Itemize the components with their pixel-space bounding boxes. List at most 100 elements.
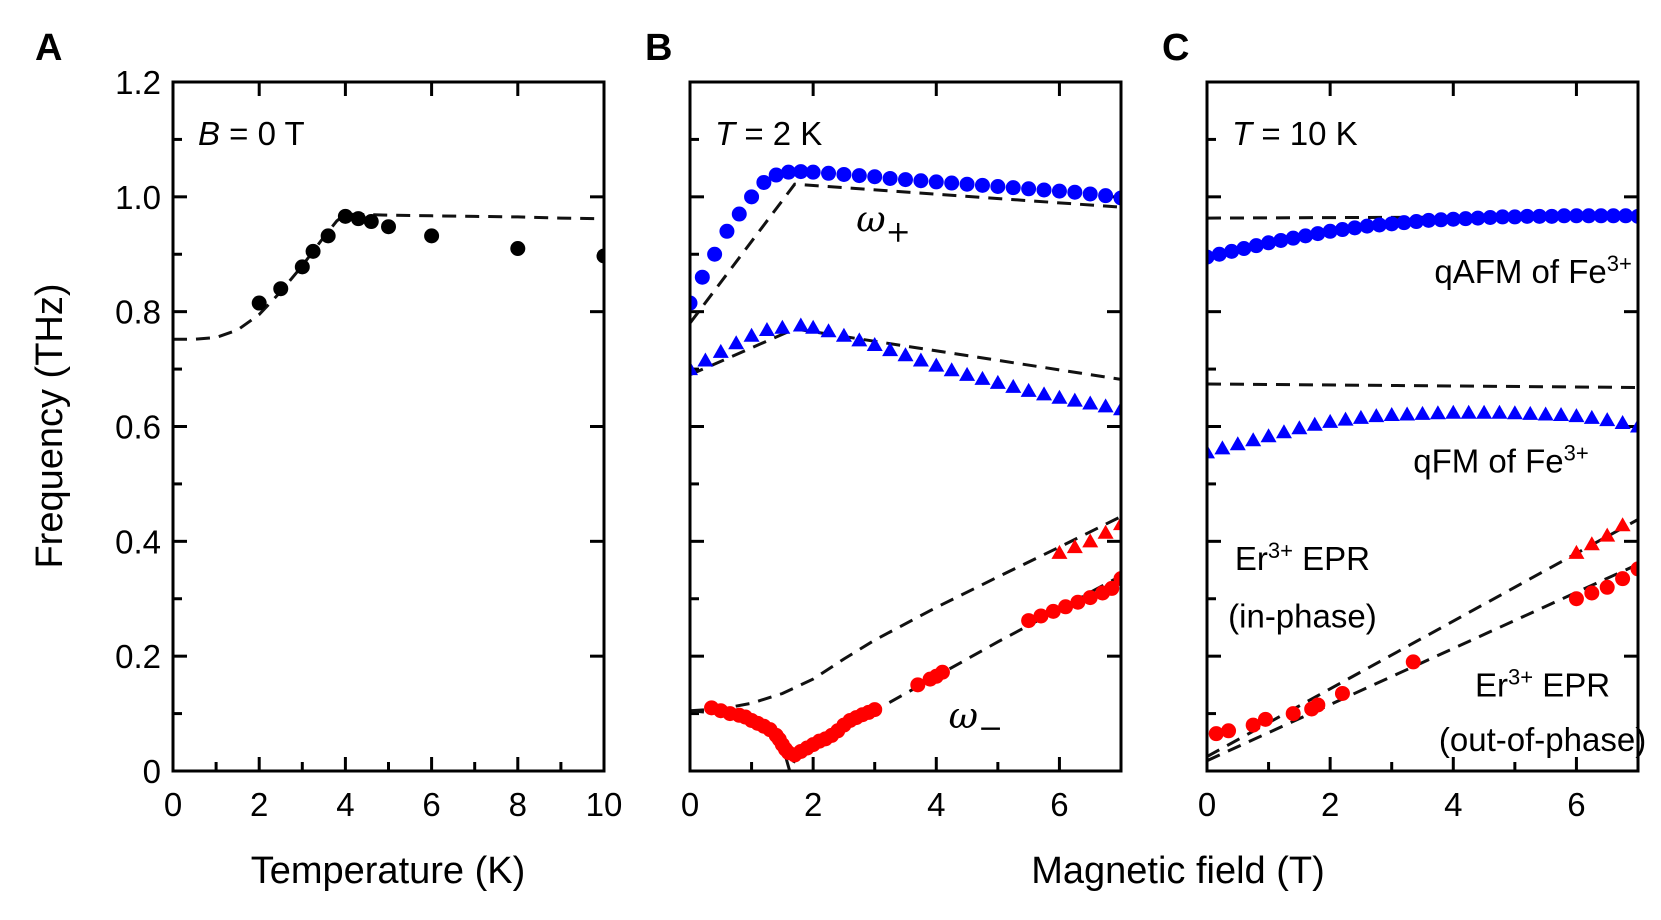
x-tick-label: 2 [250, 786, 268, 823]
data-point-triangle [1066, 392, 1083, 407]
data-point-circle [1257, 711, 1273, 727]
data-point-circle [1618, 208, 1634, 224]
data-point-triangle [1614, 415, 1631, 430]
x-tick-label: 10 [586, 786, 623, 823]
x-tick-label: 0 [681, 786, 699, 823]
data-point-circle [793, 164, 809, 180]
data-point-circle [1104, 580, 1120, 596]
panel-condition-label: T = 10 K [1232, 115, 1358, 152]
data-point-circle [1568, 591, 1584, 607]
data-point-circle [1098, 188, 1114, 204]
data-point-circle [719, 223, 735, 239]
data-point-circle [1334, 222, 1350, 238]
data-point-triangle [1113, 516, 1121, 531]
data-point-triangle [1051, 544, 1068, 559]
y-tick-label: 0.2 [115, 638, 161, 675]
data-point-triangle [697, 352, 714, 367]
data-point-triangle [1522, 405, 1539, 420]
data-point-circle [744, 189, 760, 205]
x-tick-label: 4 [1444, 786, 1462, 823]
data-point-circle [1245, 717, 1261, 733]
data-point-circle [273, 281, 289, 297]
data-point-circle [1568, 208, 1584, 224]
mode-label: (out-of-phase) [1439, 721, 1646, 758]
data-point-triangle [835, 327, 852, 342]
fit-line [690, 327, 1121, 381]
plot-frame [1205, 80, 1640, 773]
fit-line [1207, 562, 1638, 763]
data-point-circle [944, 175, 960, 191]
data-point-triangle [1097, 398, 1114, 413]
data-point-triangle [1568, 544, 1585, 559]
panel-a: A 0 2 4 6 8 10 0 0.2 0.4 0.6 0.8 1.0 1.2 B = 0 T [35, 27, 622, 823]
x-tick-label: 2 [804, 786, 822, 823]
data-point-circle [1630, 208, 1638, 224]
data-point-circle [851, 168, 867, 184]
data-point-circle [867, 169, 883, 185]
data-point-circle [805, 164, 821, 180]
panel-letter: B [645, 27, 672, 69]
data-point-triangle [1051, 389, 1068, 404]
data-point-triangle [1506, 405, 1523, 420]
data-point-circle [1208, 726, 1224, 742]
mode-label: qFM of Fe3+ [1413, 440, 1588, 479]
data-point-triangle [1082, 533, 1099, 548]
data-point-triangle [1460, 404, 1477, 419]
data-point-circle [1082, 186, 1098, 202]
data-point-circle [1082, 590, 1098, 606]
condition-variable: B [198, 115, 220, 152]
data-point-triangle [1414, 405, 1431, 420]
mode-label-text-rest: EPR [1533, 666, 1610, 703]
data-point-circle [1021, 613, 1037, 629]
data-point-circle [1347, 220, 1363, 236]
data-point-circle [1322, 223, 1338, 239]
data-point-circle [1507, 209, 1523, 225]
condition-variable: T [1232, 115, 1255, 152]
data-point-circle [1005, 180, 1021, 196]
data-point-triangle [792, 317, 809, 332]
mode-label-superscript: 3+ [1508, 664, 1533, 689]
plot-area [690, 164, 1121, 771]
data-point-triangle [1097, 524, 1114, 539]
mode-label: Er3+ EPR [1475, 664, 1610, 703]
data-point-circle [690, 295, 698, 311]
data-point-triangle [943, 362, 960, 377]
data-point-circle [1495, 209, 1511, 225]
data-point-circle [1113, 571, 1121, 587]
mode-label-text: Er [1475, 666, 1508, 703]
data-point-triangle [1630, 418, 1638, 433]
y-tick-label: 0.6 [115, 409, 161, 446]
x-axis-title-temperature: Temperature (K) [251, 850, 526, 892]
x-tick-label: 0 [164, 786, 182, 823]
data-point-circle [337, 208, 353, 224]
data-point-triangle [1275, 424, 1292, 439]
data-point-triangle [1352, 409, 1369, 424]
data-point-circle [1544, 208, 1560, 224]
mode-label-superscript: 3+ [1607, 251, 1632, 276]
data-point-circle [1033, 608, 1049, 624]
data-point-circle [424, 228, 440, 244]
data-point-triangle [989, 374, 1006, 389]
data-point-triangle [1337, 411, 1354, 426]
x-tick-label: 6 [1567, 786, 1585, 823]
data-point-circle [974, 177, 990, 193]
data-point-circle [1599, 579, 1615, 595]
data-point-circle [1605, 208, 1621, 224]
fit-line [690, 182, 1121, 325]
data-point-circle [1261, 235, 1277, 251]
data-point-triangle [1599, 412, 1616, 427]
data-point-circle [1285, 230, 1301, 246]
data-point-circle [898, 172, 913, 188]
data-point-circle [305, 243, 321, 259]
data-point-circle [251, 295, 267, 311]
data-point-triangle [1399, 406, 1416, 421]
fit-line [1207, 382, 1638, 389]
condition-variable: T [715, 115, 738, 152]
data-point-circle [867, 702, 883, 718]
mode-label-text: qAFM of Fe [1434, 253, 1606, 290]
data-point-circle [882, 170, 898, 186]
data-point-triangle [912, 352, 929, 367]
data-point-circle [1334, 685, 1350, 701]
fit-line [173, 212, 604, 341]
